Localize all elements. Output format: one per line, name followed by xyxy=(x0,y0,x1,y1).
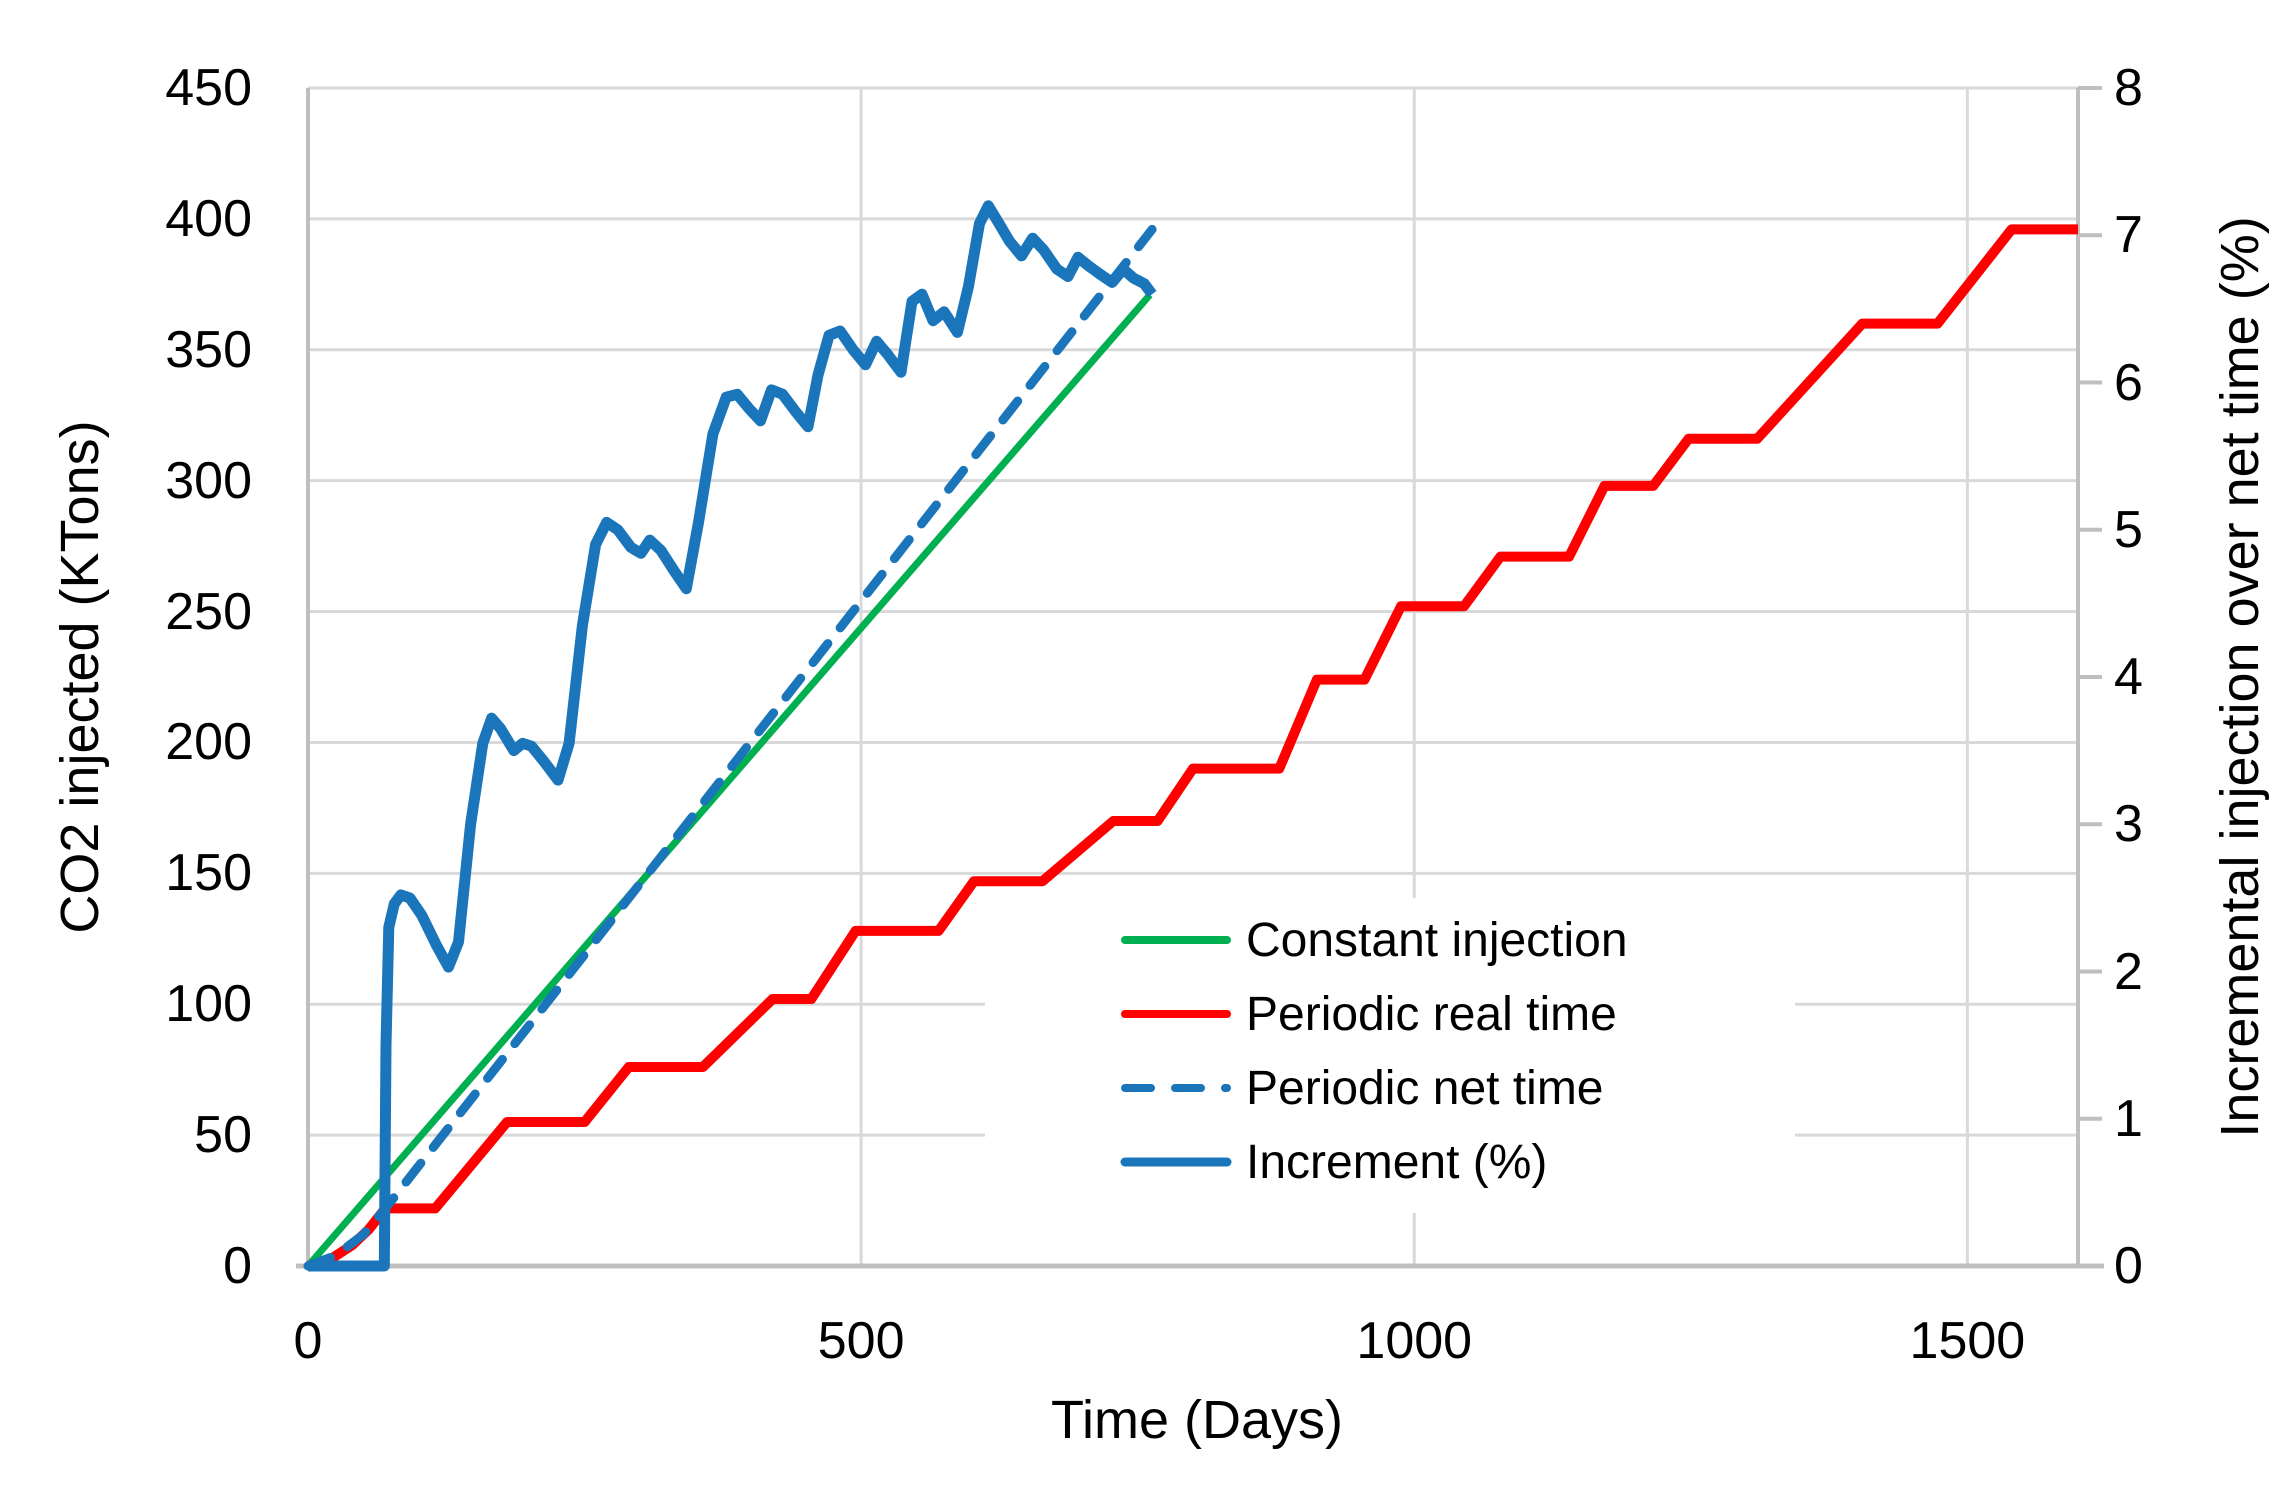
y-left-tick-label: 100 xyxy=(165,975,252,1034)
legend-item-constant-injection: Constant injection xyxy=(985,903,1795,977)
y-right-tick-label: 6 xyxy=(2114,353,2143,412)
y-left-tick-label: 300 xyxy=(165,451,252,510)
y-right-tick-label: 0 xyxy=(2114,1237,2143,1295)
y-left-tick-label: 250 xyxy=(165,582,252,641)
x-tick-label: 1500 xyxy=(1909,1312,2026,1370)
y-left-tick-label: 0 xyxy=(223,1237,252,1295)
y-right-tick-label: 4 xyxy=(2114,648,2143,706)
legend-label-periodic-net-time: Periodic net time xyxy=(1246,1061,1604,1115)
y-left-tick-label: 150 xyxy=(165,844,252,903)
series-increment-pct xyxy=(308,200,1157,1272)
legend: Constant injection Periodic real time Peri… xyxy=(985,898,1795,1213)
legend-swatch-periodic-net-time-line xyxy=(1121,1084,1231,1092)
legend-label-periodic-real-time: Periodic real time xyxy=(1246,987,1617,1041)
y-axis-right-title: Incremental injection over net time (%) xyxy=(2210,216,2270,1138)
legend-label-increment-pct: Increment (%) xyxy=(1246,1135,1548,1189)
y-axis-left-title: CO2 injected (KTons) xyxy=(50,420,110,934)
legend-item-increment-pct: Increment (%) xyxy=(985,1125,1795,1199)
y-right-tick-label: 7 xyxy=(2114,206,2143,265)
x-axis-title: Time (Days) xyxy=(1051,1390,1343,1450)
x-tick-label: 1000 xyxy=(1356,1312,1473,1370)
legend-item-periodic-net-time: Periodic net time xyxy=(985,1051,1795,1125)
legend-item-periodic-real-time: Periodic real time xyxy=(985,977,1795,1051)
y-right-tick-label: 5 xyxy=(2114,500,2143,559)
y-right-tick-label: 3 xyxy=(2114,795,2143,854)
series-periodic-net-time xyxy=(303,224,1157,1271)
legend-swatch-increment-pct-line xyxy=(1120,1157,1232,1167)
series-constant-injection xyxy=(305,292,1153,1269)
x-tick-label: 500 xyxy=(817,1312,905,1370)
y-left-tick-label: 50 xyxy=(194,1106,252,1165)
x-tick-label: 0 xyxy=(293,1312,323,1370)
y-left-tick-label: 450 xyxy=(165,59,252,117)
series-periodic-real-time xyxy=(306,224,2078,1271)
y-left-tick-label: 400 xyxy=(165,189,252,248)
y-left-tick-label: 350 xyxy=(165,320,252,379)
y-left-tick-label: 200 xyxy=(165,713,252,772)
legend-label-constant-injection: Constant injection xyxy=(1246,913,1628,967)
y-right-tick-label: 1 xyxy=(2114,1089,2143,1148)
legend-swatch-periodic-real-time-line xyxy=(1121,1010,1231,1018)
legend-swatch-constant-injection-line xyxy=(1121,936,1231,944)
y-right-tick-label: 8 xyxy=(2114,59,2143,117)
y-right-tick-label: 2 xyxy=(2114,942,2143,1001)
